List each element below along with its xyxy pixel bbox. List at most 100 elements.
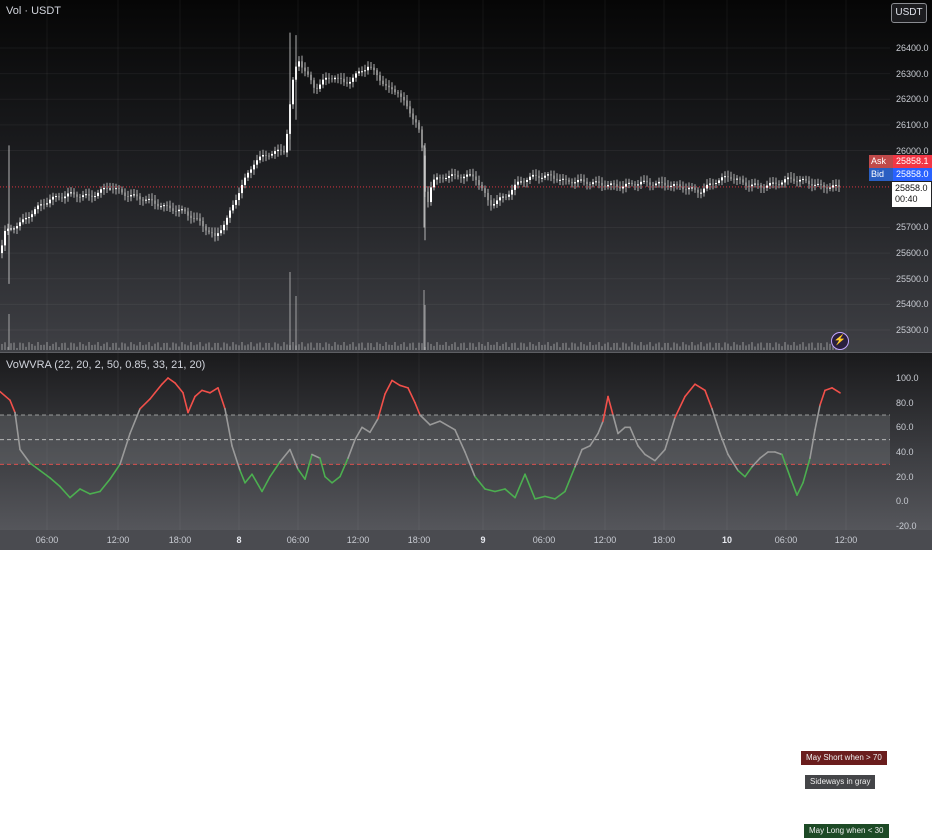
price-chart[interactable] [0,0,932,352]
volume-bar [496,342,498,350]
volume-bar [832,346,834,350]
candle-body [382,80,384,85]
price-pane[interactable]: Vol · USDT USDT Ask 25858.1 Bid 25858.0 25… [0,0,932,352]
bolt-icon[interactable]: ⚡ [831,332,849,350]
indicator-chart[interactable] [0,353,932,530]
candle-body [304,67,306,72]
volume-bar [817,342,819,350]
volume-bar [211,347,213,350]
oscillator-segment [704,389,713,410]
candle-body [157,203,159,207]
volume-bar [115,342,117,350]
candle-body [418,122,420,130]
volume-bar [436,342,438,350]
volume-bar [103,343,105,350]
volume-bar [166,342,168,350]
time-axis[interactable]: 06:00 12:00 18:00 8 06:00 12:00 18:00 9 06:00 12:… [0,530,932,550]
volume-bar [757,343,759,350]
candle-body [481,184,483,189]
volume-bar [508,347,510,350]
volume-bar [559,347,561,350]
volume-bar [223,342,225,350]
candle-body [706,184,708,189]
oscillator-segment [439,420,456,431]
candle-body [73,192,75,195]
volume-bar [427,342,429,350]
candle-body [724,176,726,178]
candle-body [718,180,720,183]
oscillator-segment [774,451,783,456]
oscillator-segment [399,384,409,389]
candle-body [568,179,570,182]
volume-bar [376,342,378,350]
volume-bar [10,343,12,350]
volume-bar [688,345,690,350]
candle-body [538,175,540,178]
candle-body [67,193,69,197]
candle-body [499,197,501,201]
volume-bar [739,345,741,350]
candle-body [721,177,723,181]
volume-bar [730,346,732,350]
indicator-pane[interactable]: VoWVRA (22, 20, 2, 50, 0.85, 33, 21, 20)… [0,353,932,838]
oscillator-segment [554,490,566,500]
volume-bar [235,344,237,350]
volume-bar [238,345,240,350]
candle-body [118,188,120,190]
candle-body [805,178,807,181]
candle-body [709,183,711,185]
ask-price-tag: Ask 25858.1 [869,155,932,168]
candle-body [772,182,774,184]
volume-bar [304,346,306,350]
candle-body [322,79,324,85]
candle-body [292,79,294,105]
volume-bar [514,342,516,350]
volume-bar [604,343,606,350]
volume-bar [73,343,75,350]
volume-bar [613,342,615,350]
candle-body [220,230,222,234]
volume-bar [70,342,72,350]
candle-body [715,182,717,184]
candle-body [454,174,456,176]
candle-body [748,185,750,187]
pane-separator[interactable] [0,352,932,353]
oscillator-segment [414,401,421,416]
candle-body [259,156,261,161]
volume-bar [124,343,126,350]
oscillator-segment [377,393,386,420]
volume-bar [151,346,153,350]
volume-bar [52,343,54,350]
volume-bar [202,346,204,350]
volume-bar [493,344,495,350]
volume-bar [733,342,735,350]
volume-bar [364,347,366,350]
candle-body [58,196,60,198]
candle-body [313,80,315,88]
candle-body [439,177,441,179]
volume-bar [106,342,108,350]
volume-bar [805,346,807,350]
volume-bar [217,342,219,350]
oscillator-segment [79,488,91,495]
candle-body [658,181,660,184]
candle-body [664,182,666,186]
volume-bar [67,347,69,350]
candle-body [379,75,381,81]
symbol-currency-button[interactable]: USDT [891,3,927,23]
volume-bar [583,344,585,350]
volume-bar [520,342,522,350]
volume-bar [220,347,222,350]
volume-bar [340,345,342,350]
oscillator-segment [719,432,729,456]
volume-bar [751,342,753,350]
volume-bar [157,342,159,350]
time-axis-tick: 12:00 [106,535,130,545]
candle-body [55,196,57,198]
volume-bar [280,346,282,350]
candle-body [577,179,579,183]
candle-body [832,185,834,188]
volume-bar [118,347,120,350]
candle-body [766,185,768,188]
volume-bar [355,346,357,350]
